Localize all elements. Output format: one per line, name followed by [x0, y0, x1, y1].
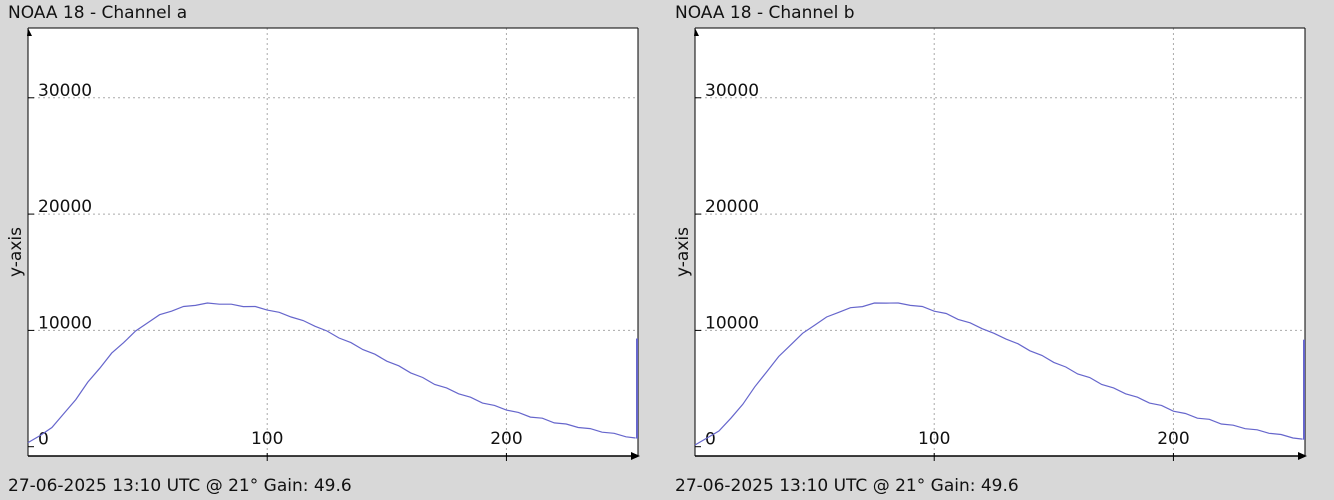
x-tick-label: 200: [1157, 429, 1189, 449]
y-tick-label: 0: [705, 430, 716, 450]
y-axis-label: y-axis: [673, 227, 693, 277]
y-tick-label: 20000: [705, 197, 759, 217]
chart-svg: 100 200 0 10000 20000 30000 y-axis: [6, 27, 640, 461]
plot-area: [28, 28, 638, 456]
y-axis-arrow: [694, 28, 699, 36]
series-line: [27, 302, 636, 444]
y-tick-label: 30000: [38, 81, 92, 101]
chart-svg: 100 200 0 10000 20000 30000 y-axis: [673, 27, 1307, 461]
chart-footer: 27-06-2025 13:10 UTC @ 21° Gain: 49.6: [8, 476, 352, 496]
plot-area: [695, 28, 1305, 456]
y-tick-label: 0: [38, 430, 49, 450]
x-tick-label: 100: [918, 429, 950, 449]
x-tick-label: 200: [490, 429, 522, 449]
y-axis-label: y-axis: [6, 227, 26, 277]
chart-title: NOAA 18 - Channel b: [675, 3, 855, 23]
chart-title: NOAA 18 - Channel a: [8, 3, 188, 23]
y-tick-label: 20000: [38, 197, 92, 217]
x-axis-arrow: [631, 452, 640, 460]
y-axis-arrow: [27, 28, 32, 36]
chart-panel-b: NOAA 18 - Channel b 100 200 0 10000 20000 300…: [667, 0, 1334, 500]
series-line: [694, 302, 1303, 446]
y-tick-label: 10000: [38, 313, 92, 333]
chart-footer: 27-06-2025 13:10 UTC @ 21° Gain: 49.6: [675, 476, 1019, 496]
x-tick-label: 100: [251, 429, 283, 449]
x-axis-arrow: [1298, 452, 1307, 460]
y-tick-label: 10000: [705, 313, 759, 333]
chart-panel-a: NOAA 18 - Channel a 100 200 0 10000 20000 300…: [6, 3, 640, 496]
y-tick-label: 30000: [705, 81, 759, 101]
